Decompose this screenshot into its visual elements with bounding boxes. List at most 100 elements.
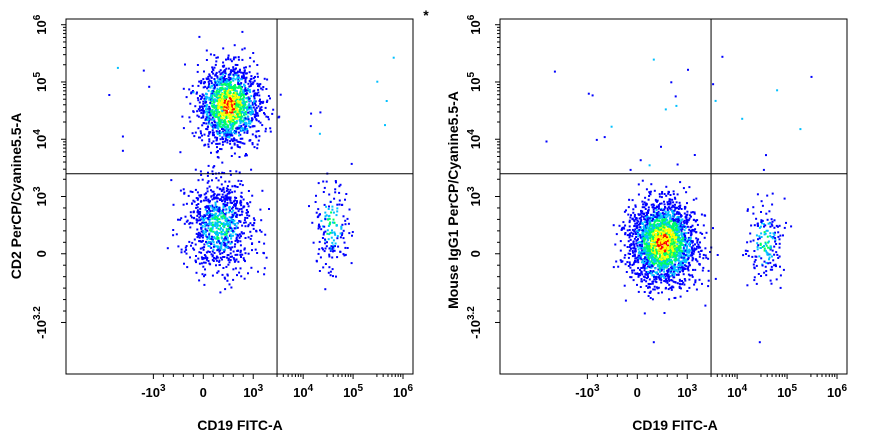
event-dot bbox=[685, 247, 688, 250]
event-dot bbox=[226, 201, 229, 204]
event-dot bbox=[767, 253, 770, 256]
event-dot bbox=[218, 187, 221, 190]
event-dot bbox=[628, 261, 631, 264]
event-dot bbox=[663, 237, 666, 239]
event-dot bbox=[667, 214, 670, 217]
event-dot bbox=[652, 233, 655, 236]
event-dot bbox=[672, 204, 674, 207]
event-dot bbox=[664, 225, 667, 228]
event-dot bbox=[338, 199, 341, 202]
event-dot bbox=[222, 111, 225, 114]
event-dot bbox=[687, 231, 690, 234]
event-dot bbox=[211, 121, 214, 124]
event-dot bbox=[690, 240, 693, 242]
event-dot bbox=[325, 214, 328, 217]
event-dot bbox=[627, 256, 630, 259]
event-dot bbox=[259, 208, 262, 211]
event-dot bbox=[341, 223, 344, 226]
event-dot bbox=[641, 249, 644, 252]
event-dot bbox=[202, 216, 205, 219]
event-dot bbox=[702, 253, 705, 256]
event-dot bbox=[643, 230, 646, 233]
event-dot bbox=[666, 248, 669, 251]
event-dot bbox=[338, 203, 341, 206]
event-dot bbox=[691, 274, 694, 277]
event-dot bbox=[634, 259, 636, 262]
event-dot bbox=[667, 263, 670, 266]
event-dot bbox=[332, 218, 335, 221]
event-dot bbox=[208, 105, 211, 108]
event-dot bbox=[690, 231, 693, 234]
event-dot bbox=[704, 254, 707, 257]
event-dot bbox=[684, 254, 687, 257]
event-dot bbox=[220, 198, 222, 201]
event-dot bbox=[652, 218, 654, 220]
event-dot bbox=[225, 242, 228, 245]
event-dot bbox=[652, 244, 655, 247]
event-dot bbox=[779, 274, 782, 277]
event-dot bbox=[691, 275, 694, 278]
event-dot bbox=[227, 54, 230, 57]
event-dot bbox=[693, 249, 695, 252]
event-dot bbox=[667, 265, 670, 268]
event-dot bbox=[629, 247, 632, 250]
event-dot bbox=[663, 224, 665, 227]
event-dot bbox=[256, 147, 259, 150]
event-dot bbox=[226, 114, 229, 117]
event-dot bbox=[680, 240, 683, 242]
event-dot bbox=[676, 163, 679, 166]
event-dot bbox=[213, 87, 216, 90]
event-dot bbox=[315, 211, 318, 214]
event-dot bbox=[226, 89, 229, 92]
event-dot bbox=[214, 80, 217, 83]
event-dot bbox=[206, 242, 209, 245]
event-dot bbox=[238, 79, 241, 82]
event-dot bbox=[221, 161, 224, 164]
event-dot bbox=[228, 82, 230, 85]
event-dot bbox=[688, 217, 691, 220]
event-dot bbox=[238, 119, 241, 122]
event-dot bbox=[634, 250, 637, 253]
event-dot bbox=[655, 226, 658, 229]
event-dot bbox=[644, 264, 647, 267]
event-dot bbox=[218, 123, 221, 126]
event-dot bbox=[674, 263, 677, 266]
event-dot bbox=[234, 108, 237, 111]
event-dot bbox=[199, 130, 202, 133]
event-dot bbox=[187, 194, 190, 197]
event-dot bbox=[201, 107, 204, 110]
event-dot bbox=[645, 221, 648, 224]
event-dot bbox=[221, 79, 224, 81]
event-dot bbox=[691, 228, 694, 231]
event-dot bbox=[758, 237, 761, 240]
event-dot bbox=[652, 208, 655, 211]
event-dot bbox=[237, 58, 240, 61]
event-dot bbox=[205, 95, 207, 98]
event-dot bbox=[755, 264, 758, 267]
event-dot bbox=[661, 215, 664, 217]
event-dot bbox=[690, 215, 692, 218]
event-dot bbox=[221, 217, 224, 220]
event-dot bbox=[225, 235, 228, 238]
event-dot bbox=[230, 95, 233, 98]
event-dot bbox=[668, 200, 671, 203]
event-dot bbox=[238, 115, 241, 118]
event-dot bbox=[696, 223, 699, 226]
event-dot bbox=[196, 110, 199, 113]
event-dot bbox=[643, 221, 646, 224]
event-dot bbox=[633, 243, 636, 246]
event-dot bbox=[666, 239, 669, 242]
event-dot bbox=[207, 180, 210, 183]
event-dot bbox=[201, 124, 204, 127]
event-dot bbox=[199, 247, 202, 250]
event-dot bbox=[200, 173, 203, 176]
event-dot bbox=[247, 87, 249, 90]
event-dot bbox=[670, 225, 673, 228]
event-dot bbox=[224, 223, 227, 226]
event-dot bbox=[689, 214, 691, 217]
event-dot bbox=[194, 168, 197, 171]
event-dot bbox=[186, 266, 189, 269]
event-dot bbox=[636, 232, 639, 235]
event-dot bbox=[651, 254, 654, 257]
